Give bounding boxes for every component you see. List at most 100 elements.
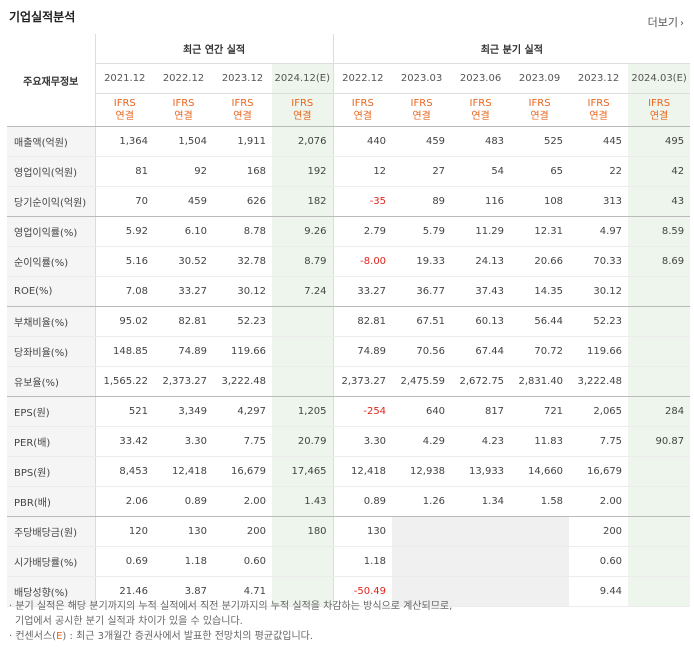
section-title: 기업실적분석 — [9, 10, 76, 24]
value-cell: 1,565.22 — [95, 366, 154, 397]
value-cell: 1.26 — [392, 486, 452, 517]
period-header: 2024.12(E) — [272, 63, 334, 94]
row-label: 순이익률(%) — [7, 246, 96, 277]
row-label: 배당성향(%) — [7, 576, 96, 607]
value-cell: 3.30 — [332, 426, 393, 457]
value-cell: 2,831.40 — [510, 366, 570, 397]
period-header: 2021.12 — [95, 63, 154, 94]
more-label: 더보기 — [647, 16, 678, 29]
value-cell: 2,373.27 — [332, 366, 393, 397]
value-cell: 817 — [451, 396, 511, 427]
period-header: 2022.12 — [154, 63, 213, 94]
row-label: EPS(원) — [7, 396, 96, 427]
value-cell — [451, 516, 511, 547]
value-cell: 1.58 — [510, 486, 570, 517]
value-cell: 8.78 — [213, 216, 272, 247]
value-cell — [628, 456, 691, 487]
value-cell — [272, 306, 334, 337]
value-cell: -8.00 — [332, 246, 393, 277]
accounting-standard: IFRS 연결 — [451, 93, 511, 127]
value-cell: 120 — [95, 516, 154, 547]
value-cell: 1,364 — [95, 126, 154, 157]
value-cell — [451, 546, 511, 577]
table-row: 부채비율(%) 95.02 82.81 52.23 82.81 67.51 60.13 56.… — [7, 306, 691, 337]
table-row: ROE(%) 7.08 33.27 30.12 7.24 33.27 36.77 37.43 1… — [7, 276, 691, 307]
value-cell — [510, 516, 570, 547]
footnote-2-mark: E — [56, 631, 63, 642]
row-label: 부채비율(%) — [7, 306, 96, 337]
value-cell: 27 — [392, 156, 452, 187]
standard-line-1: IFRS — [231, 98, 254, 109]
footnote-2: · 컨센서스(E) : 최근 3개월간 증권사에서 발표한 전망치의 평균값입니… — [9, 629, 452, 644]
value-cell: 67.51 — [392, 306, 452, 337]
value-cell: 313 — [569, 186, 629, 217]
value-cell — [392, 546, 452, 577]
value-cell: 30.12 — [569, 276, 629, 307]
value-cell: 12,418 — [332, 456, 393, 487]
row-label: 매출액(억원) — [7, 126, 96, 157]
standard-line-1: IFRS — [528, 98, 551, 109]
period-header: 2023.09 — [510, 63, 570, 94]
value-cell: 43 — [628, 186, 691, 217]
value-cell: 4.71 — [213, 576, 272, 607]
value-cell: 92 — [154, 156, 213, 187]
value-cell: 95.02 — [95, 306, 154, 337]
value-cell: 119.66 — [213, 336, 272, 367]
corner-header: 주요재무정보 — [7, 34, 96, 127]
row-label: 당좌비율(%) — [7, 336, 96, 367]
value-cell: 21.46 — [95, 576, 154, 607]
value-cell: 11.83 — [510, 426, 570, 457]
standard-line-1: IFRS — [113, 98, 136, 109]
value-cell: 12.31 — [510, 216, 570, 247]
standard-line-1: IFRS — [587, 98, 610, 109]
value-cell: 1.18 — [332, 546, 393, 577]
period-header: 2024.03(E) — [628, 63, 691, 94]
value-cell: 459 — [154, 186, 213, 217]
accounting-standard: IFRS 연결 — [510, 93, 570, 127]
table-row: 배당성향(%) 21.46 3.87 4.71 -50.49 9.44 — [7, 576, 691, 607]
footnotes: · 분기 실적은 해당 분기까지의 누적 실적에서 직전 분기까지의 누적 실적… — [9, 599, 452, 644]
row-label: ROE(%) — [7, 276, 96, 307]
value-cell: 2.00 — [213, 486, 272, 517]
accounting-standard: IFRS 연결 — [392, 93, 452, 127]
value-cell: 36.77 — [392, 276, 452, 307]
value-cell: 0.89 — [154, 486, 213, 517]
row-label: 주당배당금(원) — [7, 516, 96, 547]
value-cell: 525 — [510, 126, 570, 157]
value-cell: 2,672.75 — [451, 366, 511, 397]
value-cell: 182 — [272, 186, 334, 217]
value-cell: 200 — [213, 516, 272, 547]
value-cell: 3.30 — [154, 426, 213, 457]
standard-line-1: IFRS — [291, 98, 314, 109]
value-cell: 0.60 — [569, 546, 629, 577]
value-cell: 30.12 — [213, 276, 272, 307]
value-cell: 521 — [95, 396, 154, 427]
value-cell: 82.81 — [332, 306, 393, 337]
value-cell: 445 — [569, 126, 629, 157]
more-link[interactable]: 더보기 › — [648, 14, 684, 30]
value-cell: 12,938 — [392, 456, 452, 487]
footnote-2-suffix: ) : 최근 3개월간 증권사에서 발표한 전망치의 평균값입니다. — [62, 631, 314, 642]
row-label: 당기순이익(억원) — [7, 186, 96, 217]
accounting-standard: IFRS 연결 — [628, 93, 691, 127]
table-row: 주당배당금(원) 120 130 200 180 130 200 — [7, 516, 691, 547]
value-cell: 22 — [569, 156, 629, 187]
value-cell: 4.29 — [392, 426, 452, 457]
footnote-1-cont: 기업에서 공시한 분기 실적과 차이가 있을 수 있습니다. — [15, 616, 243, 627]
value-cell — [628, 486, 691, 517]
value-cell: 9.44 — [569, 576, 629, 607]
accounting-standard: IFRS 연결 — [213, 93, 272, 127]
standard-line-1: IFRS — [648, 98, 671, 109]
period-header: 2023.12 — [569, 63, 629, 94]
value-cell: 7.75 — [569, 426, 629, 457]
value-cell: 33.27 — [332, 276, 393, 307]
value-cell: 3.87 — [154, 576, 213, 607]
value-cell — [272, 546, 334, 577]
row-label: 영업이익률(%) — [7, 216, 96, 247]
value-cell: 8.79 — [272, 246, 334, 277]
value-cell: 5.79 — [392, 216, 452, 247]
value-cell: 4,297 — [213, 396, 272, 427]
value-cell: 70 — [95, 186, 154, 217]
accounting-standard: IFRS 연결 — [569, 93, 629, 127]
value-cell: 1,911 — [213, 126, 272, 157]
